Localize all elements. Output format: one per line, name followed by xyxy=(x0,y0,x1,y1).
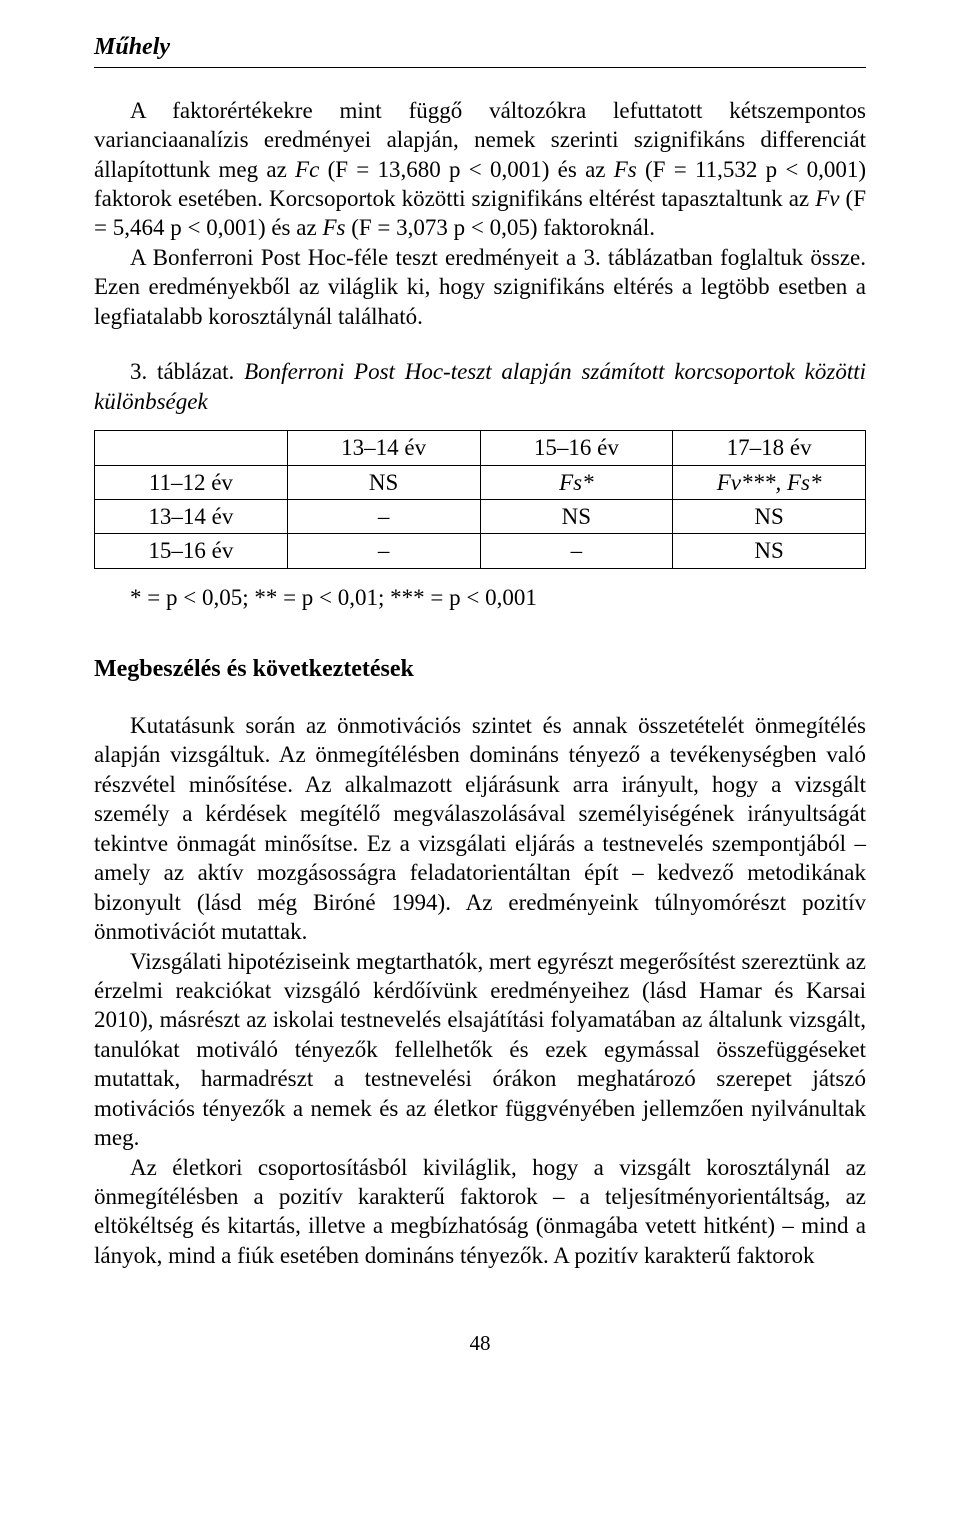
table-header-cell: 15–16 év xyxy=(480,431,673,465)
cell-italic: Fv***, Fs* xyxy=(717,470,822,495)
symbol-fc: Fc xyxy=(295,157,319,182)
symbol-fv: Fv xyxy=(815,186,839,211)
header-rule xyxy=(94,67,866,68)
table-cell: NS xyxy=(673,534,866,568)
body-paragraph-3: Az életkori csoportosításból kiviláglik,… xyxy=(94,1153,866,1271)
table-cell: – xyxy=(480,534,673,568)
table-number: 3. táblázat. xyxy=(130,359,234,384)
table-header-cell: 13–14 év xyxy=(287,431,480,465)
body-paragraph-2: Vizsgálati hipotéziseink megtarthatók, m… xyxy=(94,947,866,1153)
symbol-fs: Fs xyxy=(614,157,637,182)
paragraph-2: A Bonferroni Post Hoc-féle teszt eredmén… xyxy=(94,243,866,331)
table-cell: NS xyxy=(480,499,673,533)
table-cell: NS xyxy=(673,499,866,533)
table-cell: Fs* xyxy=(480,465,673,499)
table-header-cell xyxy=(95,431,288,465)
table-cell: – xyxy=(287,534,480,568)
paragraph-1: A faktorértékekre mint függő változókra … xyxy=(94,96,866,243)
table-cell: NS xyxy=(287,465,480,499)
table-rowlabel: 11–12 év xyxy=(95,465,288,499)
text-run: (F = 3,073 p < 0,05) faktoroknál. xyxy=(345,215,655,240)
table-row: 11–12 év NS Fs* Fv***, Fs* xyxy=(95,465,866,499)
table-header-row: 13–14 év 15–16 év 17–18 év xyxy=(95,431,866,465)
page-number: 48 xyxy=(94,1330,866,1357)
section-heading: Megbeszélés és következtetések xyxy=(94,654,866,685)
body-paragraph-1: Kutatásunk során az önmotivációs szintet… xyxy=(94,711,866,947)
running-head: Műhely xyxy=(94,32,866,63)
table-legend: * = p < 0,05; ** = p < 0,01; *** = p < 0… xyxy=(94,583,866,612)
table-cell: – xyxy=(287,499,480,533)
bonferroni-table: 13–14 év 15–16 év 17–18 év 11–12 év NS F… xyxy=(94,430,866,569)
table-row: 15–16 év – – NS xyxy=(95,534,866,568)
table-rowlabel: 15–16 év xyxy=(95,534,288,568)
table-header-cell: 17–18 év xyxy=(673,431,866,465)
table-rowlabel: 13–14 év xyxy=(95,499,288,533)
text-run: (F = 13,680 p < 0,001) és az xyxy=(319,157,613,182)
table-caption: 3. táblázat. Bonferroni Post Hoc-teszt a… xyxy=(94,357,866,416)
table-row: 13–14 év – NS NS xyxy=(95,499,866,533)
table-cell: Fv***, Fs* xyxy=(673,465,866,499)
cell-italic: Fs* xyxy=(559,470,594,495)
symbol-fs: Fs xyxy=(322,215,345,240)
